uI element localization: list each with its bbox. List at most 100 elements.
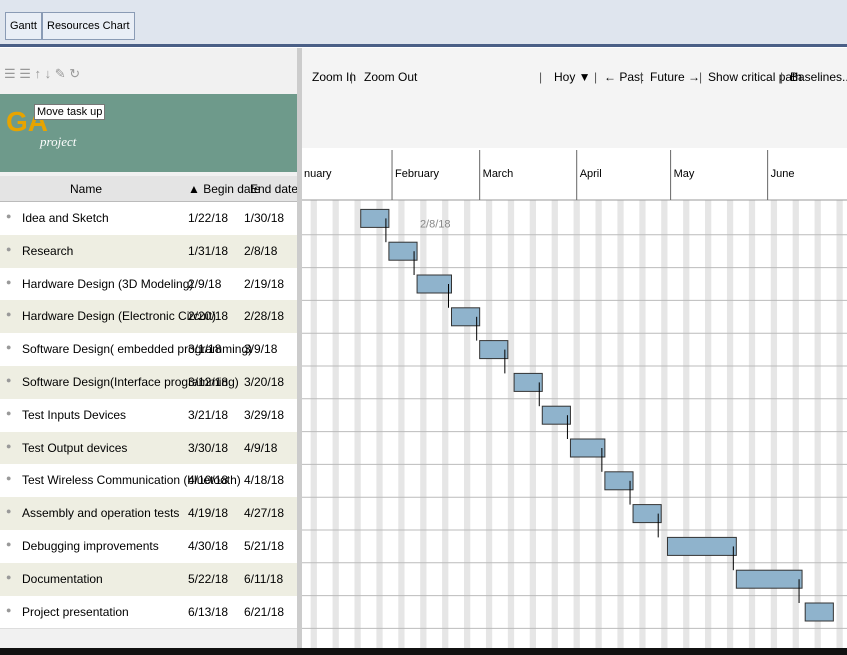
row-bullet: ●	[6, 211, 12, 221]
task-name[interactable]: Hardware Design (3D Modeling)	[22, 276, 194, 291]
row-bullet: ●	[6, 407, 12, 418]
task-name[interactable]: Debugging improvements	[22, 539, 159, 553]
task-bar	[604, 471, 634, 491]
month-label: May	[674, 168, 695, 180]
month-label: nuary	[304, 168, 332, 180]
task-name[interactable]: Hardware Design (Electronic Circuit)	[22, 309, 217, 324]
weekend-stripe	[310, 200, 317, 648]
begin-date: 3/30/18	[188, 440, 229, 455]
task-name[interactable]: Test Wireless Communication (bluetooth)	[22, 473, 241, 488]
row-bullet: ●	[6, 375, 12, 385]
task-name[interactable]: Project presentation	[22, 604, 129, 619]
row-bullet: ●	[6, 506, 12, 517]
weekend-stripe	[748, 200, 756, 648]
begin-date: 5/22/18	[188, 571, 229, 586]
end-date: 4/18/18	[244, 473, 285, 488]
task-bar	[451, 307, 481, 327]
row-bg	[0, 300, 297, 335]
resources-tab[interactable]: Resources Chart	[42, 12, 135, 40]
row-bg	[0, 530, 297, 564]
task-name[interactable]: Software Design( embedded programming)	[22, 342, 253, 357]
tab-bar	[0, 0, 847, 46]
row-bullet: ●	[6, 440, 12, 451]
col-begin[interactable]: ▲ Begin date	[188, 182, 261, 196]
col-begin-text: Begin date	[203, 182, 261, 196]
weekend-stripe	[726, 200, 734, 648]
weekend-stripe	[595, 200, 602, 648]
col-name[interactable]: Name	[70, 182, 103, 196]
task-bar	[632, 504, 662, 524]
weekend-stripe	[442, 200, 449, 648]
weekend-stripe	[770, 200, 778, 648]
begin-date: 4/10/18	[188, 473, 229, 488]
weekend-stripe	[485, 200, 493, 648]
row-bg	[0, 562, 297, 597]
chart-toolbar	[302, 48, 847, 148]
gantt-chart: nuary February March April May June 2/8/18	[302, 148, 847, 648]
toolbar-button[interactable]: Zoom In	[312, 70, 357, 84]
task-name[interactable]: Test Inputs Devices	[22, 407, 127, 422]
task-bar	[541, 405, 571, 425]
tooltip: Move task up	[34, 104, 106, 120]
weekend-stripe	[836, 200, 843, 648]
weekend-stripe	[661, 200, 668, 648]
weekend-stripe	[464, 200, 471, 648]
weekend-stripe	[814, 200, 821, 648]
task-bar	[388, 241, 418, 261]
begin-date: 4/19/18	[188, 506, 229, 521]
col-end[interactable]: End date	[250, 182, 299, 196]
weekend-stripe	[398, 200, 405, 648]
toolbar-button[interactable]: Baselines...	[790, 70, 847, 84]
row-bullet: ●	[6, 309, 12, 320]
end-date: 2/8/18	[244, 243, 278, 258]
end-date: 3/9/18	[244, 342, 278, 357]
end-date: 3/20/18	[244, 375, 285, 389]
toolbar-button[interactable]: Future →	[650, 70, 701, 84]
separator: |	[539, 70, 543, 84]
end-date: 1/30/18	[244, 211, 285, 225]
annotation: 2/8/18	[420, 218, 451, 230]
row-bg	[0, 202, 297, 236]
separator: |	[699, 70, 703, 84]
end-date: 4/9/18	[244, 440, 278, 455]
weekend-stripe	[420, 200, 427, 648]
begin-date: 1/22/18	[188, 211, 229, 225]
table-header	[0, 176, 297, 202]
gantt-tab[interactable]: Gantt	[5, 12, 42, 40]
begin-date: 1/31/18	[188, 243, 229, 258]
weekend-stripe	[639, 200, 646, 648]
row-bullet: ●	[6, 604, 12, 615]
task-name[interactable]: Assembly and operation tests	[22, 506, 180, 521]
begin-date: 4/30/18	[188, 539, 229, 553]
task-bar	[666, 536, 737, 556]
row-bg	[0, 234, 297, 269]
row-bg	[0, 366, 297, 400]
toolbar-button[interactable]: Zoom Out	[364, 70, 418, 84]
end-date: 2/19/18	[244, 276, 285, 291]
toolbar-button[interactable]: Hoy ▼	[554, 70, 591, 84]
row-bullet: ●	[6, 539, 12, 549]
weekend-stripe	[332, 200, 339, 648]
end-date: 5/21/18	[244, 539, 285, 553]
task-name[interactable]: Test Output devices	[22, 440, 128, 455]
begin-date: 2/9/18	[188, 276, 222, 291]
timeline-bg	[302, 148, 847, 200]
task-name[interactable]: Idea and Sketch	[22, 211, 109, 225]
task-bar	[513, 372, 543, 392]
weekend-stripe	[683, 200, 690, 648]
logo-text: project	[40, 134, 77, 149]
begin-date: 3/1/18	[188, 342, 222, 357]
end-date: 3/29/18	[244, 407, 285, 422]
task-name[interactable]: Software Design(Interface programming)	[22, 375, 239, 389]
begin-date: 3/21/18	[188, 407, 229, 422]
begin-date: 6/13/18	[188, 604, 229, 619]
weekend-stripe	[617, 200, 624, 648]
bottom-bar	[0, 648, 847, 655]
month-label: June	[771, 168, 795, 180]
separator: |	[594, 70, 598, 84]
toolbar-button[interactable]: ← Past	[604, 70, 644, 84]
weekend-stripe	[354, 200, 361, 648]
task-name[interactable]: Documentation	[22, 571, 103, 586]
task-name[interactable]: Research	[22, 243, 74, 258]
toolbar-button[interactable]: Show critical path	[708, 70, 803, 84]
